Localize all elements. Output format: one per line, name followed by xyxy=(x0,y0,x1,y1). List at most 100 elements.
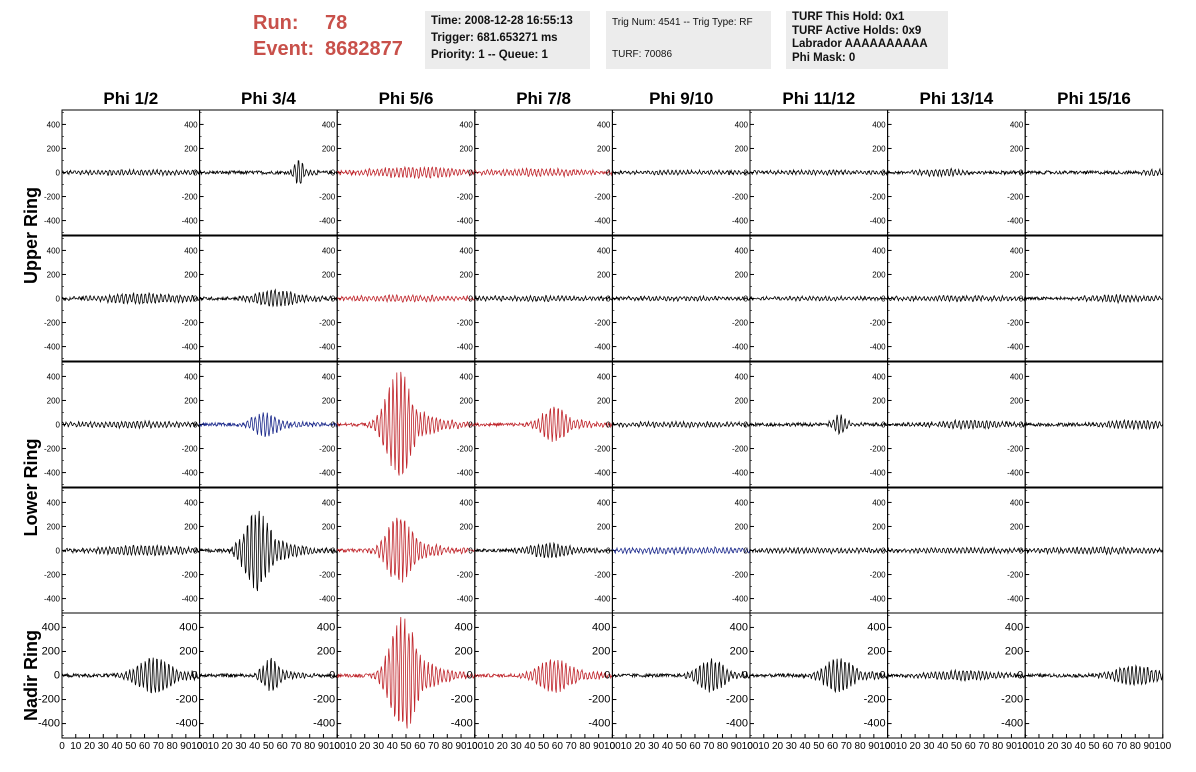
x-tick-label: 30 xyxy=(373,741,385,752)
y-tick-label: 200 xyxy=(730,645,748,657)
x-tick-label: 10 xyxy=(345,741,357,752)
y-tick-label: 0 xyxy=(56,295,61,304)
y-tick-label: 0 xyxy=(331,547,336,556)
waveform-trace xyxy=(474,659,613,693)
waveform-trace xyxy=(61,657,200,694)
y-tick-label: -400 xyxy=(870,343,887,352)
x-tick-label: 100 xyxy=(466,741,483,752)
panel-frame xyxy=(336,361,476,488)
y-tick-label: -200 xyxy=(870,319,887,328)
y-tick-label: 0 xyxy=(1017,670,1023,682)
y-tick-label: 0 xyxy=(193,421,198,430)
y-tick-label: 200 xyxy=(1010,396,1024,405)
y-tick-label: -200 xyxy=(870,193,887,202)
y-tick-label: 0 xyxy=(604,670,610,682)
x-tick-label: 60 xyxy=(414,741,426,752)
waveform-panel: -400 -200 0 200 400 xyxy=(319,487,476,614)
y-tick-label: -200 xyxy=(319,319,336,328)
x-tick-label: 80 xyxy=(1130,741,1142,752)
y-tick-label: 0 xyxy=(1019,169,1024,178)
turf-active-text: TURF Active Holds: 0x9 xyxy=(792,24,922,37)
y-tick-label: 200 xyxy=(597,144,611,153)
y-tick-label: -200 xyxy=(313,694,335,706)
y-tick-label: 400 xyxy=(1010,372,1024,381)
waveform-panel: -400 -200 0 200 400 xyxy=(1007,235,1164,362)
waveform-trace xyxy=(199,510,338,592)
x-tick-label: 20 xyxy=(634,741,646,752)
y-tick-label: 0 xyxy=(468,421,473,430)
x-tick-label: 60 xyxy=(277,741,289,752)
x-tick-label: 50 xyxy=(538,741,550,752)
waveform-trace xyxy=(612,545,751,556)
y-tick-label: -400 xyxy=(44,343,61,352)
x-tick-label: 30 xyxy=(98,741,110,752)
y-tick-label: 0 xyxy=(191,670,197,682)
y-tick-label: -400 xyxy=(319,469,336,478)
x-tick-label: 50 xyxy=(1088,741,1100,752)
y-tick-label: 0 xyxy=(744,421,749,430)
waveform-trace xyxy=(474,541,613,559)
y-tick-label: 0 xyxy=(881,421,886,430)
y-tick-label: 0 xyxy=(193,295,198,304)
trig-num-text: Trig Num: 4541 -- Trig Type: RF xyxy=(612,17,753,28)
waveform-trace xyxy=(199,657,338,691)
phi-mask-text: Phi Mask: 0 xyxy=(792,51,856,64)
y-tick-label: 200 xyxy=(872,270,886,279)
waveform-panel: -400 -200 0 200 400 xyxy=(594,109,751,236)
waveform-trace xyxy=(61,168,200,177)
y-tick-label: -400 xyxy=(457,469,474,478)
y-tick-label: 400 xyxy=(1010,246,1024,255)
x-tick-label: 20 xyxy=(222,741,234,752)
x-tick-label: 50 xyxy=(813,741,825,752)
waveform-trace xyxy=(612,294,751,303)
x-tick-label: 50 xyxy=(951,741,963,752)
x-tick-label: 80 xyxy=(579,741,591,752)
y-tick-label: 400 xyxy=(735,372,749,381)
priority-text: Priority: 1 -- Queue: 1 xyxy=(431,49,548,61)
x-tick-label: 80 xyxy=(442,741,454,752)
y-tick-label: 200 xyxy=(184,270,198,279)
y-tick-label: 400 xyxy=(872,246,886,255)
x-tick-label: 30 xyxy=(511,741,523,752)
waveform-panel: -400 -200 0 200 400 xyxy=(732,361,889,488)
y-tick-label: -200 xyxy=(457,445,474,454)
y-tick-label: 400 xyxy=(42,621,60,633)
y-tick-label: -200 xyxy=(870,445,887,454)
waveform-panel: -400 -200 0 200 400 xyxy=(457,361,613,488)
y-tick-label: 400 xyxy=(184,372,198,381)
y-tick-label: -400 xyxy=(176,718,198,730)
x-tick-label: 90 xyxy=(180,741,192,752)
y-tick-label: -400 xyxy=(182,217,199,226)
waveform-panel: -400 -200 0 200 400 xyxy=(457,235,613,362)
waveform-trace xyxy=(199,288,338,308)
y-tick-label: 200 xyxy=(597,396,611,405)
y-tick-label: 400 xyxy=(322,498,336,507)
x-tick-label: 60 xyxy=(1102,741,1114,752)
y-tick-label: 400 xyxy=(872,120,886,129)
waveform-panel: -400 -200 0 200 400 xyxy=(870,487,1026,614)
y-tick-label: 200 xyxy=(1010,270,1024,279)
x-tick-label: 100 xyxy=(329,741,346,752)
y-tick-label: -200 xyxy=(457,571,474,580)
x-tick-label: 100 xyxy=(742,741,759,752)
y-tick-label: 0 xyxy=(468,169,473,178)
y-tick-label: 400 xyxy=(597,120,611,129)
y-tick-label: 200 xyxy=(872,522,886,531)
x-tick-label: 20 xyxy=(84,741,96,752)
y-tick-label: -400 xyxy=(594,469,611,478)
waveform-panel: -400 -200 0 200 400 xyxy=(1007,109,1164,236)
waveform-panel: -400 -200 0 200 400 xyxy=(870,361,1026,488)
x-tick-label: 80 xyxy=(304,741,316,752)
y-tick-label: -200 xyxy=(732,445,749,454)
waveform-panel: -400 -200 0 200 400 xyxy=(732,235,889,362)
waveform-trace xyxy=(887,546,1026,555)
y-tick-label: -200 xyxy=(1007,571,1024,580)
x-tick-label: 10 xyxy=(70,741,82,752)
y-tick-label: -400 xyxy=(732,469,749,478)
y-tick-label: 200 xyxy=(735,396,749,405)
x-tick-label: 40 xyxy=(662,741,674,752)
waveform-trace xyxy=(1025,664,1164,687)
y-tick-label: 200 xyxy=(735,522,749,531)
